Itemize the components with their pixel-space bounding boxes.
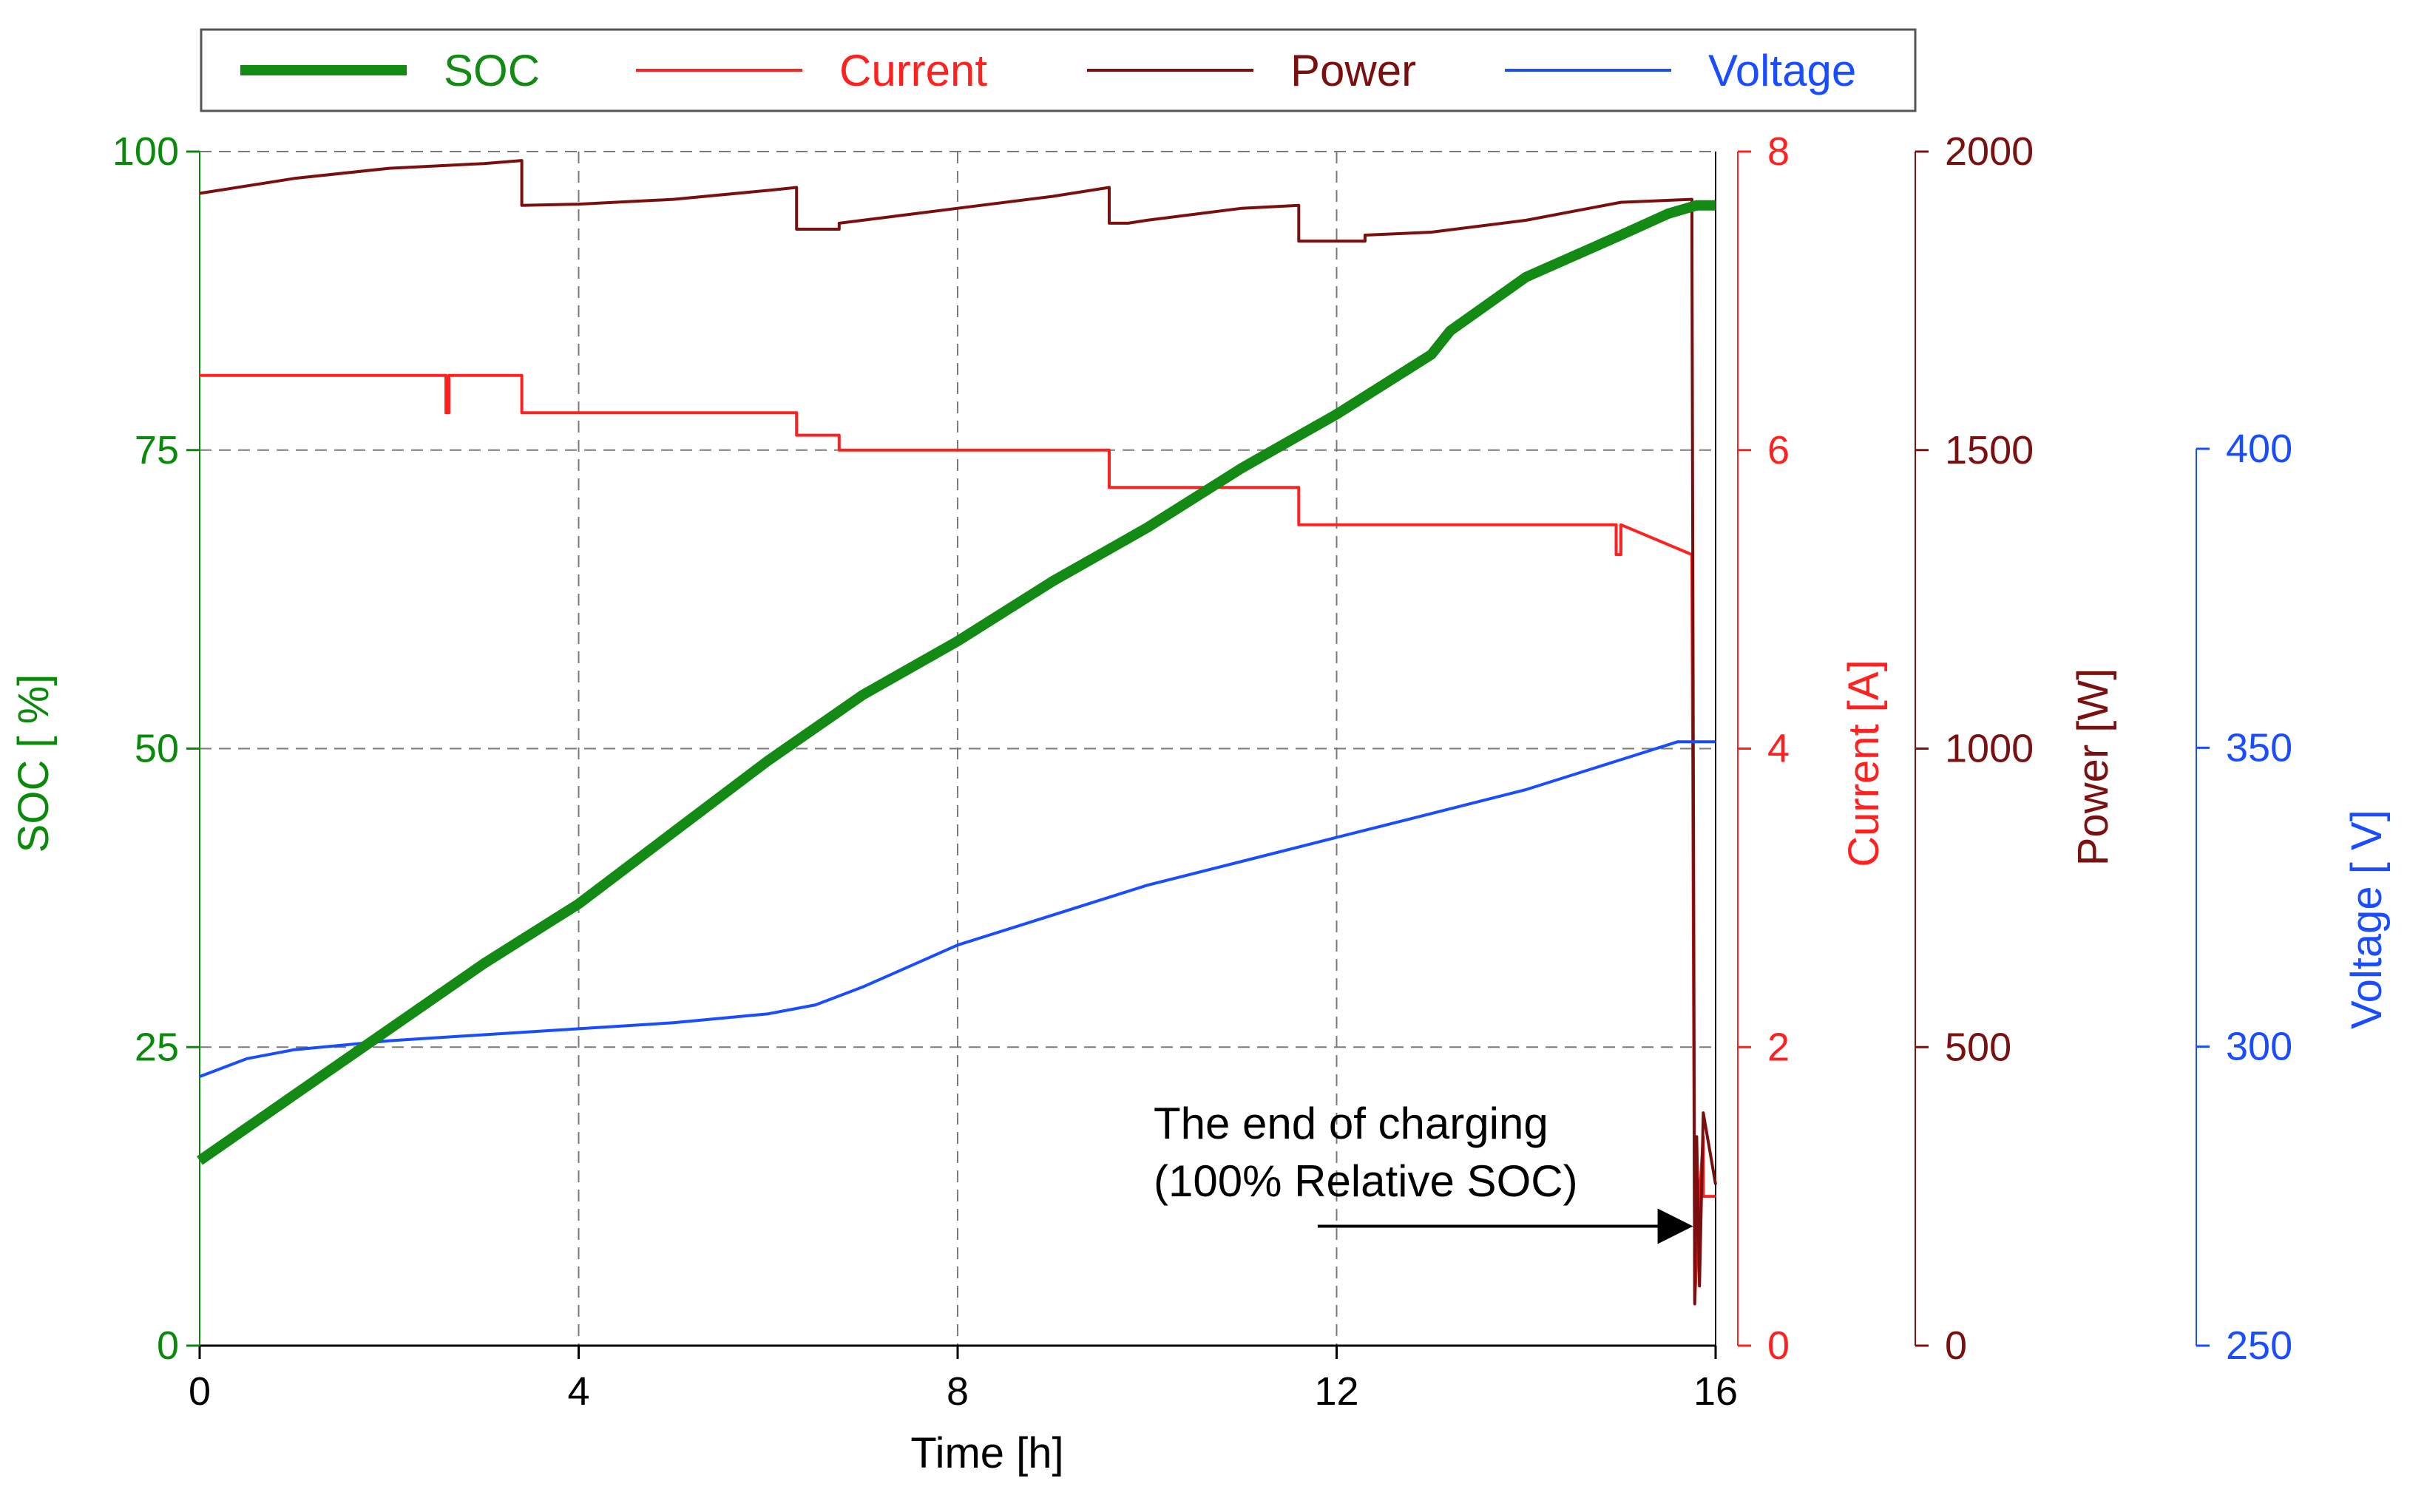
y-tick-label-current: 8 <box>1767 129 1790 174</box>
series-power <box>199 159 1717 1306</box>
y-axis-title-current: Current [A] <box>1840 660 1888 867</box>
series-soc <box>197 200 1716 1165</box>
y-tick-label-power: 500 <box>1945 1025 2011 1069</box>
legend-label: Voltage <box>1708 46 1856 95</box>
y-tick-label-voltage: 400 <box>2226 427 2292 471</box>
axes-layer: 0 4 8 12 16 Time [h] 0 25 50 75 100 SOC [ %] 0 2 4 6 8 Cu… <box>10 129 2391 1477</box>
annotation-text: (100% Relative SOC) <box>1154 1156 1578 1206</box>
annotation-text: The end of charging <box>1154 1099 1548 1148</box>
y-tick-label-soc: 100 <box>112 129 179 174</box>
y-tick-label-power: 0 <box>1945 1323 1967 1368</box>
legend-label: Power <box>1290 46 1416 95</box>
y-tick-label-soc: 75 <box>135 428 179 472</box>
annotation-layer: The end of charging (100% Relative SOC) <box>1154 1099 1693 1244</box>
x-tick-label: 12 <box>1314 1369 1358 1414</box>
series-layer <box>197 159 1717 1306</box>
x-axis-title: Time [h] <box>910 1429 1063 1477</box>
y-tick-label-power: 2000 <box>1945 129 2034 174</box>
legend-item-voltage: Voltage <box>1505 46 1856 95</box>
y-axis-current: 0 2 4 6 8 Current [A] <box>1737 129 1888 1368</box>
y-tick-label-current: 4 <box>1767 727 1790 771</box>
series-voltage <box>199 740 1716 1078</box>
x-tick-label: 8 <box>947 1369 969 1414</box>
y-tick-label-voltage: 350 <box>2226 725 2292 770</box>
y-tick-label-power: 1500 <box>1945 428 2034 472</box>
y-axis-title-soc: SOC [ %] <box>10 674 58 853</box>
x-tick-label: 16 <box>1693 1369 1738 1414</box>
legend: SOC Current Power Voltage <box>200 28 1917 112</box>
legend-item-soc: SOC <box>240 46 540 95</box>
y-tick-label-power: 1000 <box>1945 727 2034 771</box>
y-tick-label-soc: 25 <box>135 1025 179 1069</box>
legend-item-current: Current <box>636 46 987 95</box>
annotation: The end of charging (100% Relative SOC) <box>1154 1099 1693 1244</box>
y-axis-title-voltage: Voltage [ V] <box>2343 810 2391 1029</box>
legend-label: Current <box>839 46 987 95</box>
y-axis-power: 0 500 1000 1500 2000 Power [W] <box>1915 129 2117 1368</box>
y-tick-label-current: 2 <box>1767 1025 1790 1069</box>
legend-label: SOC <box>444 46 540 95</box>
y-tick-label-current: 0 <box>1767 1323 1790 1368</box>
y-axis-title-power: Power [W] <box>2069 668 2117 867</box>
y-tick-label-soc: 0 <box>157 1323 179 1368</box>
y-tick-label-current: 6 <box>1767 428 1790 472</box>
y-tick-label-soc: 50 <box>135 727 179 771</box>
x-tick-label: 4 <box>567 1369 589 1414</box>
y-axis-voltage: 250 300 350 400 Voltage [ V] <box>2196 427 2391 1368</box>
y-tick-label-voltage: 300 <box>2226 1025 2292 1069</box>
y-axis-soc: 0 25 50 75 100 SOC [ %] <box>10 129 200 1368</box>
legend-item-power: Power <box>1087 46 1416 95</box>
y-tick-label-voltage: 250 <box>2226 1323 2292 1368</box>
x-tick-label: 0 <box>189 1369 211 1414</box>
